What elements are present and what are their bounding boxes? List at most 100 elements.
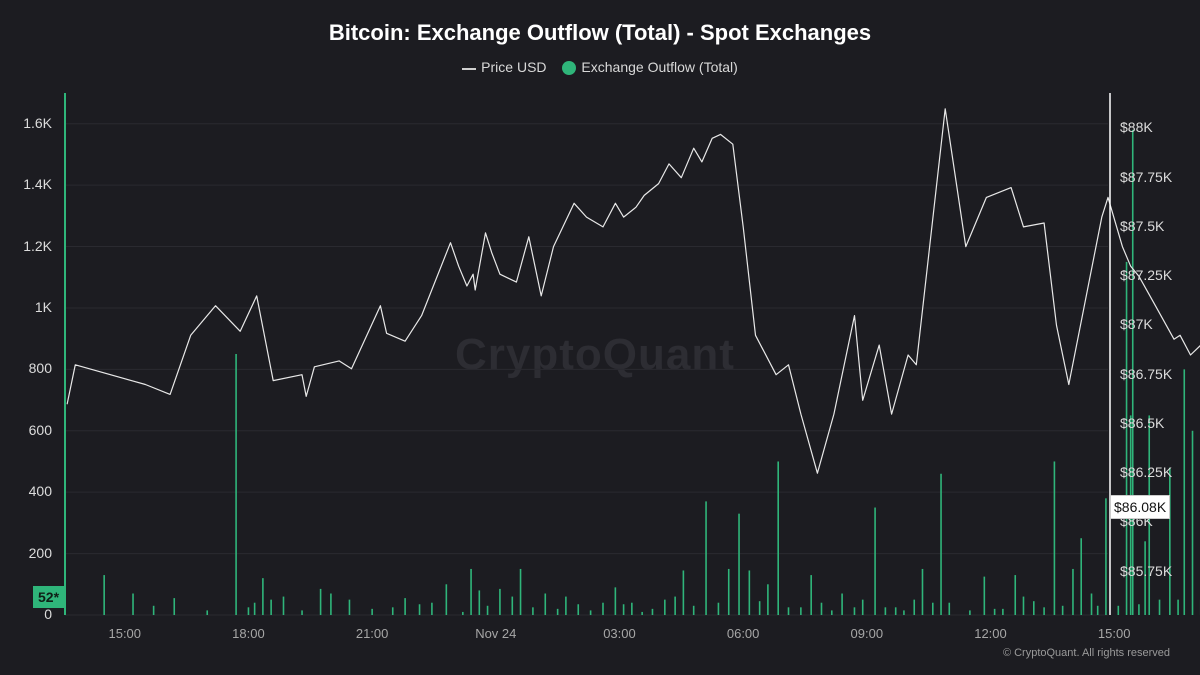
legend-item-outflow[interactable]: Exchange Outflow (Total)	[562, 59, 738, 76]
outflow-bar	[431, 602, 433, 615]
outflow-bar	[556, 608, 559, 615]
outflow-bar	[173, 598, 176, 615]
outflow-bar	[641, 611, 643, 615]
outflow-bar	[103, 575, 105, 615]
legend: Price USD Exchange Outflow (Total)	[0, 58, 1200, 76]
outflow-bar	[486, 605, 489, 615]
outflow-bar	[470, 568, 472, 615]
outflow-bar	[874, 507, 876, 615]
outflow-bar	[330, 593, 332, 615]
x-tick-label: 18:00	[232, 626, 265, 641]
outflow-bar	[651, 608, 654, 615]
left-tick-label: 600	[28, 421, 52, 438]
x-tick-label: 12:00	[974, 626, 1007, 641]
outflow-bar	[664, 599, 666, 615]
price-line-group	[66, 108, 1200, 474]
outflow-bar	[1014, 575, 1017, 615]
left-tick-label: 800	[28, 360, 52, 377]
x-tick-label: 21:00	[355, 626, 389, 641]
watermark: CryptoQuant	[455, 330, 735, 379]
outflow-bar	[1053, 461, 1056, 615]
outflow-bar	[247, 607, 250, 615]
outflow-bar	[270, 599, 272, 615]
gridlines	[65, 123, 1108, 616]
right-tick-label: $88K	[1120, 119, 1153, 136]
right-tick-label: $86.25K	[1120, 464, 1173, 481]
outflow-bar	[931, 602, 934, 615]
outflow-bar	[903, 610, 905, 615]
outflow-bar	[727, 568, 730, 615]
outflow-bar	[738, 513, 740, 615]
outflow-bar	[1144, 541, 1146, 615]
outflow-bar	[940, 473, 942, 615]
outflow-bar	[418, 604, 421, 615]
outflow-bar	[841, 593, 843, 615]
outflow-bar	[1158, 599, 1161, 615]
outflow-bar	[132, 593, 134, 615]
outflow-bar	[1177, 599, 1179, 615]
outflow-bar	[348, 599, 351, 615]
current-outflow-badge: 52*	[33, 586, 65, 608]
outflow-bar	[602, 602, 604, 615]
right-tick-label: $87K	[1120, 316, 1153, 333]
outflow-bar	[787, 607, 790, 615]
left-tick-label: 1K	[34, 298, 52, 315]
outflow-bar	[983, 576, 986, 615]
outflow-bar	[705, 501, 707, 615]
outflow-bar	[577, 604, 580, 615]
outflow-bar	[1096, 605, 1099, 615]
outflow-bar	[1072, 568, 1074, 615]
current-price-badge: $86.08K	[1110, 495, 1171, 519]
outflow-bar	[1032, 601, 1035, 615]
outflow-bar	[758, 601, 761, 615]
outflow-bar	[682, 570, 685, 615]
outflow-bar	[301, 610, 303, 615]
outflow-bar	[861, 599, 864, 615]
outflow-bar	[830, 610, 833, 615]
x-tick-label: 06:00	[726, 626, 760, 641]
outflow-bar	[948, 602, 951, 615]
outflow-bar	[810, 575, 812, 615]
chart-title: Bitcoin: Exchange Outflow (Total) - Spot…	[328, 20, 872, 45]
x-tick-label: 15:00	[1097, 626, 1131, 641]
outflow-bar	[884, 607, 887, 615]
outflow-bar	[262, 578, 264, 615]
outflow-bar	[519, 568, 522, 615]
outflow-bar	[532, 607, 534, 615]
outflow-bar	[1080, 538, 1083, 615]
right-tick-label: $87.25K	[1120, 267, 1173, 284]
outflow-bar	[853, 607, 856, 615]
outflow-bar	[717, 602, 720, 615]
x-tick-label: 15:00	[108, 626, 142, 641]
outflow-bar	[1002, 608, 1004, 615]
outflow-bar	[1022, 596, 1025, 615]
outflow-bar	[404, 598, 406, 615]
outflow-bar	[235, 354, 237, 615]
outflow-bar	[544, 593, 547, 615]
outflow-bar	[1105, 498, 1107, 615]
left-tick-label: 1.4K	[23, 176, 52, 193]
outflow-bar	[674, 596, 676, 615]
outflow-bar	[499, 588, 501, 615]
outflow-bars	[103, 129, 1200, 616]
outflow-bar	[1061, 605, 1064, 615]
legend-label-outflow: Exchange Outflow (Total)	[581, 59, 738, 76]
outflow-bar	[511, 596, 514, 615]
outflow-bar	[913, 599, 916, 615]
legend-item-price[interactable]: Price USD	[462, 59, 547, 75]
outflow-bar	[206, 610, 209, 615]
left-tick-label: 200	[28, 544, 52, 561]
outflow-bar	[614, 587, 617, 615]
copyright-text: © CryptoQuant. All rights reserved	[1002, 647, 1170, 659]
outflow-bar	[767, 584, 769, 615]
outflow-bar	[253, 602, 256, 615]
left-tick-label: 1.6K	[23, 114, 52, 131]
price-line	[66, 108, 1200, 474]
legend-line-marker	[462, 67, 477, 70]
outflow-bar	[800, 607, 802, 615]
outflow-bar	[894, 607, 897, 615]
outflow-bar	[462, 611, 464, 615]
right-tick-label: $85.75K	[1120, 562, 1173, 579]
right-tick-label: $86.75K	[1120, 365, 1173, 382]
